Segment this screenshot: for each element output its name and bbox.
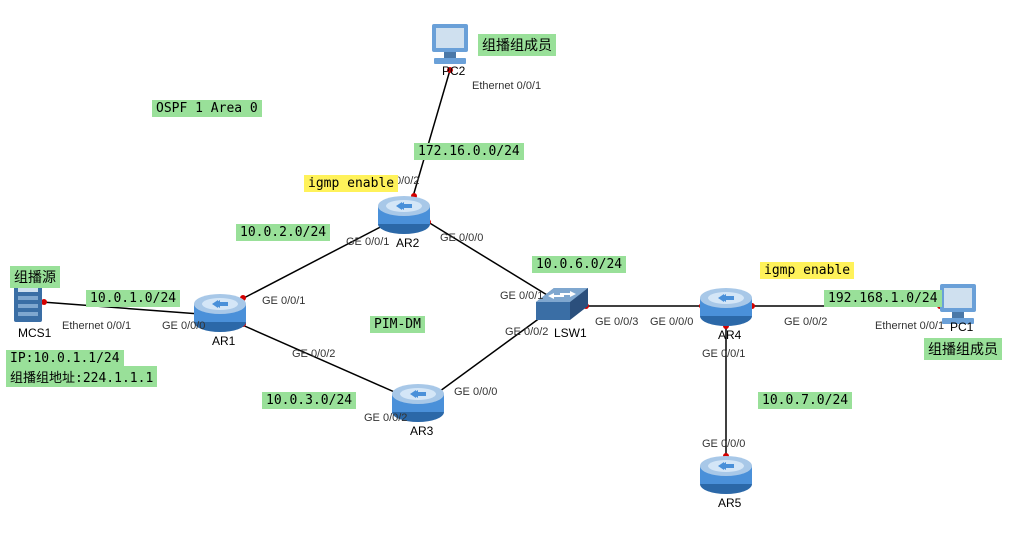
port-label: Ethernet 0/0/1 xyxy=(472,80,541,92)
annotation-label: 组播组地址:224.1.1.1 xyxy=(6,366,157,387)
port-label: GE 0/0/1 xyxy=(262,295,305,307)
annotation-label: OSPF 1 Area 0 xyxy=(152,100,262,117)
device-ar2-label: AR2 xyxy=(396,236,419,250)
annotation-label: 10.0.7.0/24 xyxy=(758,392,852,409)
annotation-label: 192.168.1.0/24 xyxy=(824,290,942,307)
device-mcs1-label: MCS1 xyxy=(18,326,51,340)
port-label: GE 0/0/2 xyxy=(364,412,407,424)
annotation-label: 组播源 xyxy=(10,266,60,288)
port-label: GE 0/0/1 xyxy=(500,290,543,302)
annotation-label: igmp enable xyxy=(304,175,398,192)
annotation-label: 172.16.0.0/24 xyxy=(414,143,524,160)
device-ar1-label: AR1 xyxy=(212,334,235,348)
device-ar5-icon xyxy=(700,456,752,494)
annotation-label: PIM-DM xyxy=(370,316,425,333)
port-label: GE 0/0/1 xyxy=(346,236,389,248)
device-ar5-label: AR5 xyxy=(718,496,741,510)
annotation-label: 组播组成员 xyxy=(478,34,556,56)
annotation-label: IP:10.0.1.1/24 xyxy=(6,350,124,367)
device-ar4-icon xyxy=(700,288,752,326)
annotation-label: 10.0.6.0/24 xyxy=(532,256,626,273)
device-pc1-icon xyxy=(940,284,976,324)
annotation-label: igmp enable xyxy=(760,262,854,279)
port-label: GE 0/0/3 xyxy=(595,316,638,328)
port-label: GE 0/0/0 xyxy=(162,320,205,332)
annotation-label: 10.0.3.0/24 xyxy=(262,392,356,409)
annotation-label: 10.0.2.0/24 xyxy=(236,224,330,241)
device-ar3-label: AR3 xyxy=(410,424,433,438)
port-label: GE 0/0/1 xyxy=(702,348,745,360)
device-ar4-label: AR4 xyxy=(718,328,741,342)
port-label: Ethernet 0/0/1 xyxy=(875,320,944,332)
port-label: Ethernet 0/0/1 xyxy=(62,320,131,332)
devices-layer xyxy=(14,24,976,494)
port-label: GE 0/0/0 xyxy=(702,438,745,450)
device-pc1-label: PC1 xyxy=(950,320,973,334)
device-ar2-icon xyxy=(378,196,430,234)
port-label: GE 0/0/2 xyxy=(784,316,827,328)
annotation-label: 组播组成员 xyxy=(924,338,1002,360)
port-label: GE 0/0/0 xyxy=(650,316,693,328)
port-label: GE 0/0/2 xyxy=(505,326,548,338)
port-label: GE 0/0/2 xyxy=(292,348,335,360)
device-lsw1-label: LSW1 xyxy=(554,326,587,340)
device-pc2-icon xyxy=(432,24,468,64)
annotation-label: 10.0.1.0/24 xyxy=(86,290,180,307)
port-label: GE 0/0/0 xyxy=(454,386,497,398)
port-label: GE 0/0/0 xyxy=(440,232,483,244)
device-pc2-label: PC2 xyxy=(442,64,465,78)
